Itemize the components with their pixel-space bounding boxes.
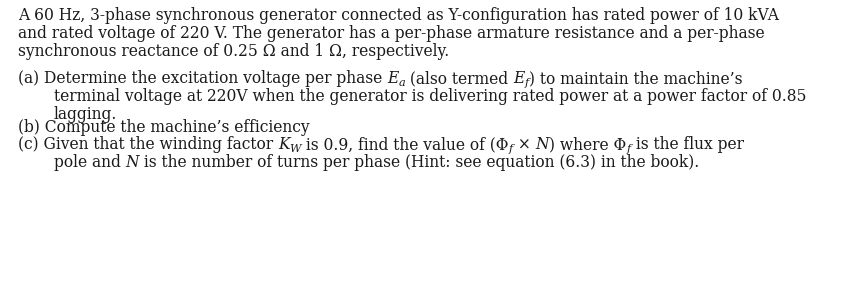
Text: ×: × — [513, 136, 536, 153]
Text: K: K — [278, 136, 290, 153]
Text: is the number of turns per phase (Hint: see equation (6.3) in the book).: is the number of turns per phase (Hint: … — [140, 154, 700, 171]
Text: ) to maintain the machine’s: ) to maintain the machine’s — [529, 70, 742, 87]
Text: synchronous reactance of 0.25 Ω and 1 Ω, respectively.: synchronous reactance of 0.25 Ω and 1 Ω,… — [18, 43, 449, 60]
Text: (a) Determine the excitation voltage per phase: (a) Determine the excitation voltage per… — [18, 70, 388, 87]
Text: f: f — [509, 144, 513, 154]
Text: E: E — [388, 70, 399, 87]
Text: A 60 Hz, 3-phase synchronous generator connected as Y-configuration has rated po: A 60 Hz, 3-phase synchronous generator c… — [18, 7, 779, 24]
Text: lagging.: lagging. — [54, 106, 117, 123]
Text: W: W — [290, 144, 301, 154]
Text: (also termed: (also termed — [405, 70, 513, 87]
Text: and rated voltage of 220 V. The generator has a per-phase armature resistance an: and rated voltage of 220 V. The generato… — [18, 25, 765, 42]
Text: f: f — [525, 78, 529, 88]
Text: N: N — [536, 136, 550, 153]
Text: a: a — [399, 78, 405, 88]
Text: E: E — [513, 70, 525, 87]
Text: N: N — [126, 154, 140, 171]
Text: (b) Compute the machine’s efficiency: (b) Compute the machine’s efficiency — [18, 119, 310, 136]
Text: is the flux per: is the flux per — [630, 136, 744, 153]
Text: is 0.9, find the value of (Φ: is 0.9, find the value of (Φ — [301, 136, 509, 153]
Text: terminal voltage at 220V when the generator is delivering rated power at a power: terminal voltage at 220V when the genera… — [54, 88, 806, 105]
Text: ) where Φ: ) where Φ — [550, 136, 627, 153]
Text: (c) Given that the winding factor: (c) Given that the winding factor — [18, 136, 278, 153]
Text: f: f — [627, 144, 630, 154]
Text: pole and: pole and — [54, 154, 126, 171]
